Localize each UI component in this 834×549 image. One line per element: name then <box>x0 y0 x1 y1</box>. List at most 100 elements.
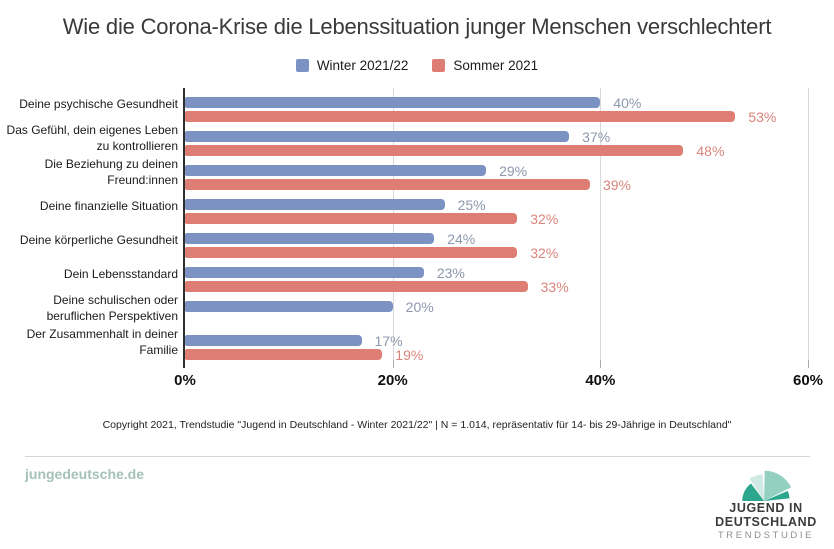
category-group: Deine schulischen oder beruflichen Persp… <box>0 292 808 326</box>
category-group: Dein Lebensstandard 23% 33% <box>0 258 808 295</box>
gridline <box>600 88 602 360</box>
chart-title: Wie die Corona-Krise die Lebenssituation… <box>62 14 772 39</box>
x-tick-label: 0% <box>174 372 196 389</box>
category-group: Die Beziehung zu deinen Freund:innen 29% 3… <box>0 156 808 193</box>
category-label: Deine finanzielle Situation <box>39 199 178 214</box>
bar-winter <box>185 131 570 142</box>
bar-sommer <box>185 213 518 224</box>
bar-slot: 24% <box>185 230 808 247</box>
legend-item: Winter 2021/22 <box>295 58 409 73</box>
bar-value-label: 40% <box>613 94 642 111</box>
bar-value-label: 39% <box>602 176 631 193</box>
legend-label: Winter 2021/22 <box>316 58 409 73</box>
bar-sommer <box>185 247 518 258</box>
bar-slot: 17% <box>185 332 808 349</box>
category-label: Dein Lebensstandard <box>63 267 178 282</box>
gridline <box>392 88 394 360</box>
x-tick-label: 60% <box>792 372 824 389</box>
bar-slot: 32% <box>185 244 808 261</box>
bar-winter <box>185 301 393 312</box>
x-tick-label: 20% <box>377 372 408 389</box>
bar-value-label: 53% <box>748 108 777 125</box>
bar-value-label: 24% <box>447 230 476 247</box>
bar-slot: 25% <box>185 196 808 213</box>
logo-text-line3: TRENDSTUDIE <box>717 530 815 541</box>
bar-slot: 53% <box>185 108 808 125</box>
legend-swatch <box>432 59 446 72</box>
bar-chart: Deine psychische Gesundheit 40% 53% Das Gef… <box>0 88 834 368</box>
bar-slot: 33% <box>185 278 808 295</box>
bar-pair: 17% 19% <box>185 326 808 363</box>
bar-winter <box>185 267 424 278</box>
bar-value-label: 32% <box>530 244 559 261</box>
bar-slot: 48% <box>185 143 808 159</box>
bar-value-label: 29% <box>499 162 528 179</box>
bar-pair: 20% <box>185 292 808 326</box>
gridline <box>808 88 809 360</box>
bar-slot: 19% <box>185 346 808 363</box>
bar-pair: 25% 32% <box>185 190 808 227</box>
bar-winter <box>185 165 487 176</box>
footer-divider <box>25 456 810 457</box>
bar-slot: 37% <box>185 128 808 145</box>
logo-text-line1: JUGEND IN <box>729 501 803 515</box>
bar-value-label: 33% <box>540 278 569 295</box>
bar-sommer <box>185 349 383 360</box>
bar-value-label: 19% <box>395 346 424 363</box>
bar-value-label: 32% <box>530 210 559 227</box>
x-tick-label: 40% <box>585 372 616 389</box>
bar-value-label: 25% <box>457 196 486 213</box>
bar-pair: 37% 48% <box>185 122 808 159</box>
axis-tick <box>392 360 394 368</box>
x-axis: 0% 20% 40% 60% <box>174 372 823 392</box>
category-group: Deine körperliche Gesundheit 24% 32% <box>0 224 808 261</box>
bar-slot <box>185 315 808 326</box>
category-label: Der Zusammenhalt in deiner Familie <box>26 327 178 357</box>
bar-slot: 39% <box>185 176 808 193</box>
bar-sommer <box>185 179 590 190</box>
bar-winter <box>185 335 362 346</box>
website-link[interactable]: jungedeutsche.de <box>25 466 145 482</box>
bar-pair: 23% 33% <box>185 258 808 295</box>
bar-sommer <box>185 281 528 292</box>
bar-slot: 29% <box>185 162 808 179</box>
category-groups: Deine psychische Gesundheit 40% 53% Das Gef… <box>0 88 808 363</box>
grid-area <box>183 88 809 368</box>
category-group: Deine psychische Gesundheit 40% 53% <box>0 88 808 125</box>
category-label: Deine schulischen oder beruflichen Persp… <box>46 293 178 323</box>
logo-text-line2: DEUTSCHLAND <box>715 514 817 529</box>
bar-value-label: 17% <box>374 332 403 349</box>
bar-winter <box>185 97 601 108</box>
y-axis-line <box>183 88 185 360</box>
copyright-note: Copyright 2021, Trendstudie "Jugend in D… <box>102 419 732 431</box>
legend-label: Sommer 2021 <box>453 58 539 73</box>
legend-item: Sommer 2021 <box>432 58 538 73</box>
bar-winter <box>185 233 435 244</box>
legend-swatch <box>295 59 309 72</box>
bar-slot: 32% <box>185 210 808 227</box>
axis-tick <box>808 360 809 368</box>
axis-tick <box>600 360 602 368</box>
category-label: Deine psychische Gesundheit <box>19 97 178 112</box>
brand-logo: JUGEND IN DEUTSCHLAND TRENDSTUDIE <box>704 462 828 541</box>
category-label: Das Gefühl, dein eigenes Leben zu kontro… <box>6 123 178 153</box>
bar-sommer <box>185 111 736 122</box>
category-group: Der Zusammenhalt in deiner Familie 17% 19% <box>0 326 808 363</box>
category-label: Deine körperliche Gesundheit <box>19 233 178 248</box>
bar-sommer <box>185 145 684 156</box>
bar-pair: 40% 53% <box>185 88 808 125</box>
axis-tick <box>183 360 185 368</box>
bar-slot: 20% <box>185 298 808 315</box>
legend: Winter 2021/22 Sommer 2021 <box>0 58 834 73</box>
bar-value-label: 20% <box>405 298 434 315</box>
bar-slot: 23% <box>185 264 808 281</box>
bar-slot: 40% <box>185 94 808 111</box>
bar-pair: 24% 32% <box>185 224 808 261</box>
category-label: Die Beziehung zu deinen Freund:innen <box>44 157 178 187</box>
bar-pair: 29% 39% <box>185 156 808 193</box>
bar-value-label: 23% <box>436 264 465 281</box>
bar-value-label: 37% <box>582 128 611 145</box>
category-group: Das Gefühl, dein eigenes Leben zu kontro… <box>0 122 808 159</box>
fan-logo-icon <box>742 470 792 501</box>
